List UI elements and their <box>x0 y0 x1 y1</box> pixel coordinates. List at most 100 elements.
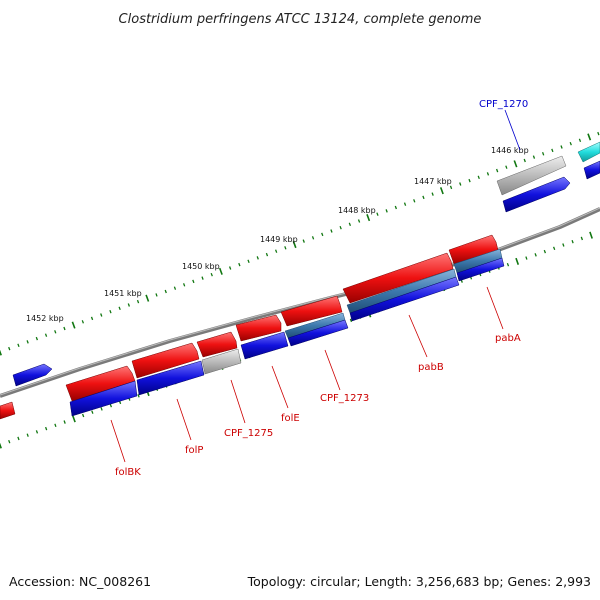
gene-feature-red[interactable] <box>196 331 238 358</box>
gene-feature-blue[interactable] <box>287 319 349 347</box>
leader-line <box>271 365 289 409</box>
gene-label-folp[interactable]: folP <box>185 445 203 456</box>
minor-tick <box>302 239 305 243</box>
minor-tick <box>339 225 342 230</box>
ruler-label: 1447 kbp <box>414 177 452 186</box>
minor-tick <box>137 394 140 398</box>
minor-tick <box>284 246 287 250</box>
minor-tick <box>580 236 584 241</box>
gene-feature-blue[interactable] <box>240 331 289 360</box>
minor-tick <box>376 212 379 216</box>
minor-tick <box>330 229 333 233</box>
minor-tick <box>422 195 425 200</box>
minor-tick <box>26 433 29 437</box>
minor-tick <box>552 246 556 251</box>
major-tick <box>513 160 518 168</box>
minor-tick <box>571 239 574 244</box>
gene-paba-feature[interactable] <box>448 234 499 265</box>
minor-tick <box>543 249 547 254</box>
gene-cpf-1275-feature[interactable] <box>201 348 242 375</box>
minor-tick <box>505 165 508 169</box>
gene-feature-blue[interactable] <box>12 363 53 387</box>
gene-fole-feature[interactable] <box>235 314 282 342</box>
gene-label-pabb[interactable]: pabB <box>418 362 444 373</box>
minor-tick <box>109 403 113 408</box>
gene-feature-blue[interactable] <box>136 360 205 396</box>
minor-tick <box>265 252 269 257</box>
minor-tick <box>578 138 582 143</box>
minor-tick <box>541 151 545 156</box>
minor-tick <box>127 303 131 307</box>
minor-tick <box>164 289 167 294</box>
gene-label-folbk[interactable]: folBK <box>115 467 141 478</box>
minor-tick <box>54 423 57 428</box>
gene-folp-feature[interactable] <box>131 342 200 379</box>
minor-tick <box>118 306 121 311</box>
minor-tick <box>8 439 11 444</box>
gene-feature-cyan[interactable] <box>577 141 600 163</box>
minor-tick <box>91 410 94 414</box>
gene-label-cpf-1270[interactable]: CPF_1270 <box>479 99 528 110</box>
minor-tick <box>238 262 241 267</box>
gene-folbk-feature[interactable] <box>65 365 136 402</box>
genome-backbone <box>0 207 600 398</box>
minor-tick <box>357 219 361 223</box>
minor-tick <box>256 256 259 260</box>
gene-cpf-1273-feature[interactable] <box>280 295 343 327</box>
leader-line <box>324 349 341 391</box>
minor-tick <box>551 148 554 153</box>
gene-feature-blue[interactable] <box>502 176 571 213</box>
gene-features <box>0 141 600 420</box>
minor-tick <box>534 253 537 257</box>
gene-feature-blue[interactable] <box>583 160 600 180</box>
minor-tick <box>182 283 186 287</box>
minor-tick <box>486 172 490 176</box>
minor-tick <box>17 343 20 348</box>
minor-tick <box>459 182 462 186</box>
minor-tick <box>597 131 600 136</box>
gene-label-fole[interactable]: folE <box>281 413 300 424</box>
leader-line <box>504 109 521 151</box>
major-tick <box>515 257 520 265</box>
gene-feature-blue[interactable] <box>456 257 505 282</box>
minor-tick <box>532 155 536 159</box>
gene-label-cpf-1273[interactable]: CPF_1273 <box>320 393 369 404</box>
minor-tick <box>54 330 57 334</box>
gene-cpf-1270-feature[interactable] <box>496 155 567 196</box>
outer-tick-track <box>0 131 600 356</box>
minor-tick <box>173 286 177 290</box>
minor-tick <box>525 256 528 260</box>
gene-label-paba[interactable]: pabA <box>495 333 521 344</box>
minor-tick <box>44 333 48 337</box>
minor-tick <box>449 185 453 190</box>
minor-tick <box>63 420 66 424</box>
ruler-label: 1452 kbp <box>26 314 64 323</box>
gene-feature-blue[interactable] <box>349 276 460 322</box>
minor-tick <box>17 436 20 441</box>
ruler-label: 1448 kbp <box>338 206 376 215</box>
minor-tick <box>210 272 213 277</box>
minor-tick <box>192 279 195 284</box>
minor-tick <box>311 236 315 240</box>
gene-label-cpf-1275[interactable]: CPF_1275 <box>224 428 273 439</box>
gene-feature-red[interactable] <box>0 401 16 420</box>
map-title: Clostridium perfringens ATCC 13124, comp… <box>119 12 482 27</box>
major-tick <box>366 214 371 222</box>
major-tick <box>439 187 444 195</box>
ruler-label: 1450 kbp <box>182 262 220 271</box>
minor-tick <box>100 313 103 317</box>
minor-tick <box>349 318 353 323</box>
major-tick <box>71 415 76 423</box>
minor-tick <box>495 168 499 173</box>
minor-tick <box>136 299 140 304</box>
leader-line <box>230 379 246 424</box>
minor-tick <box>413 199 416 203</box>
minor-tick <box>35 336 39 341</box>
minor-tick <box>63 326 66 331</box>
gene-pabb-feature[interactable] <box>342 252 454 304</box>
ruler-label: 1449 kbp <box>260 235 298 244</box>
gene-labels: CPF_1270 pabA pabB CPF_1273 folE CPF_127… <box>115 99 528 478</box>
minor-tick <box>228 266 232 270</box>
gene-feature-blue[interactable] <box>69 380 138 417</box>
